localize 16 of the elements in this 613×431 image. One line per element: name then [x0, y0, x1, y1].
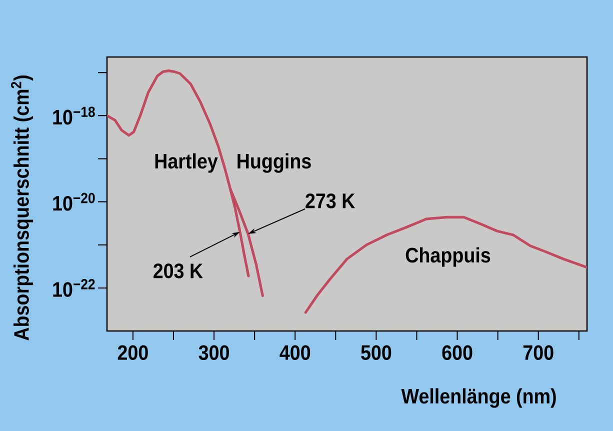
x-tick-label: 500: [361, 345, 392, 360]
annotation: 203 K: [154, 263, 203, 278]
x-tick-label: 400: [280, 345, 310, 360]
y-axis-title: Absorptionsquerschnitt (cm$^{2}$): [10, 76, 34, 340]
y-tick-label: 10$^{−18}$: [53, 106, 95, 125]
annotation: Huggins: [238, 153, 311, 173]
x-tick-label: 300: [198, 345, 229, 360]
annotation: Hartley: [155, 153, 218, 173]
x-tick-label: 200: [118, 345, 148, 360]
annotation: 273 K: [306, 193, 356, 208]
x-tick-label: 600: [442, 345, 472, 360]
x-axis-title: Wellenlänge (nm): [401, 388, 556, 408]
x-tick-label: 700: [523, 345, 554, 360]
annotation: Chappuis: [406, 247, 490, 267]
y-tick-label: 10$^{−20}$: [53, 192, 95, 211]
y-tick-label: 10$^{−22}$: [53, 278, 95, 297]
